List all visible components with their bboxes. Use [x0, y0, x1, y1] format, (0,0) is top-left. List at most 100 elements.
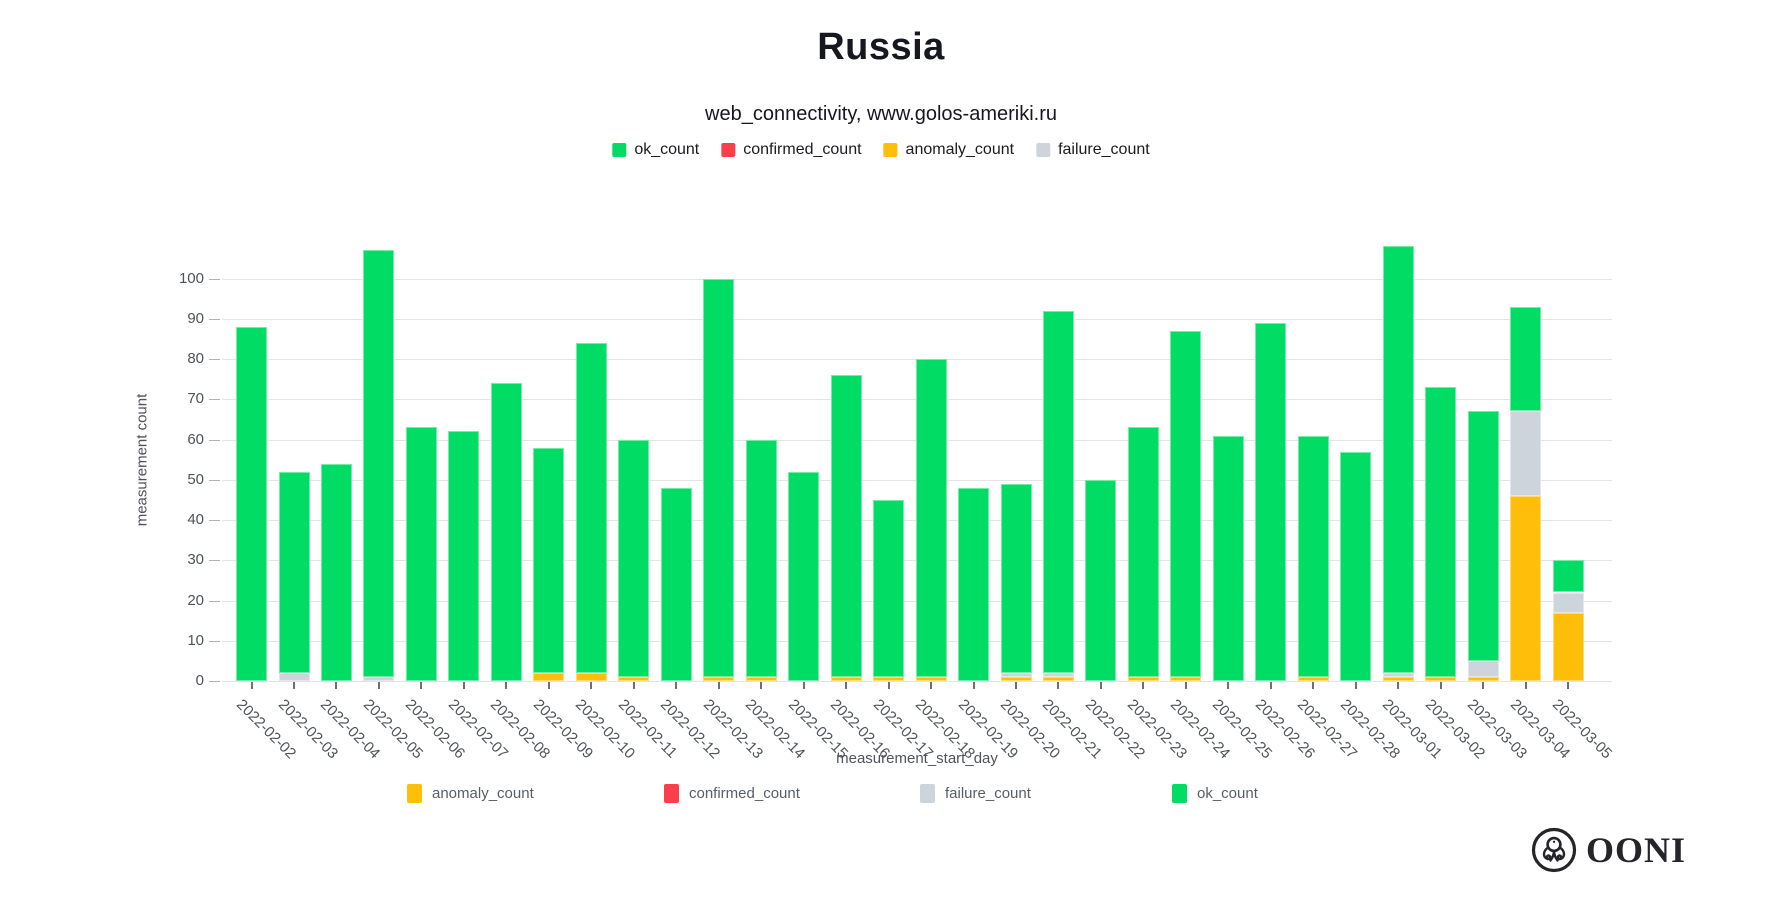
- y-tick-90: [209, 318, 220, 320]
- bar-segment-anomaly_count-2022-02-20[interactable]: [1000, 677, 1032, 681]
- bar-segment-ok_count-2022-02-27[interactable]: [1297, 435, 1329, 677]
- y-tick-label-60: 60: [187, 430, 204, 448]
- bar-segment-failure_count-2022-02-21[interactable]: [1042, 673, 1074, 677]
- top-legend-label: anomaly_count: [905, 141, 1015, 158]
- bar-segment-ok_count-2022-02-21[interactable]: [1042, 310, 1074, 673]
- x-tick-2022-03-02: [1439, 682, 1442, 689]
- bar-segment-anomaly_count-2022-02-09[interactable]: [533, 673, 565, 682]
- bar-segment-anomaly_count-2022-02-23[interactable]: [1127, 677, 1159, 681]
- x-tick-2022-03-04: [1524, 682, 1527, 689]
- bar-segment-anomaly_count-2022-03-02[interactable]: [1425, 677, 1457, 681]
- bar-segment-anomaly_count-2022-02-14[interactable]: [745, 677, 777, 681]
- x-tick-2022-02-20: [1015, 682, 1017, 689]
- y-tick-label-30: 30: [187, 551, 204, 569]
- bar-segment-failure_count-2022-03-04[interactable]: [1510, 411, 1542, 496]
- bar-segment-ok_count-2022-02-11[interactable]: [618, 439, 650, 677]
- bar-segment-ok_count-2022-02-28[interactable]: [1340, 451, 1372, 681]
- x-tick-2022-02-28: [1354, 682, 1357, 689]
- bar-segment-anomaly_count-2022-03-04[interactable]: [1510, 495, 1542, 682]
- x-tick-2022-02-18: [930, 682, 932, 689]
- x-tick-2022-02-22: [1099, 682, 1102, 689]
- bar-segment-ok_count-2022-02-20[interactable]: [1000, 483, 1032, 673]
- bar-segment-anomaly_count-2022-02-11[interactable]: [618, 677, 650, 681]
- bar-segment-ok_count-2022-03-02[interactable]: [1425, 387, 1457, 677]
- bar-segment-ok_count-2022-02-12[interactable]: [660, 487, 692, 681]
- ooni-octopus-icon: [1530, 826, 1578, 874]
- x-tick-2022-03-05: [1567, 682, 1570, 689]
- top-legend: ok_count confirmed_count anomaly_count fail…: [612, 141, 1150, 159]
- bar-segment-ok_count-2022-02-17[interactable]: [873, 499, 904, 677]
- x-tick-2022-02-26: [1269, 682, 1272, 689]
- x-tick-2022-02-11: [632, 682, 635, 689]
- failure_count-swatch-icon: [1036, 143, 1051, 157]
- bar-segment-ok_count-2022-02-08[interactable]: [490, 383, 522, 681]
- anomaly_count-swatch-icon: [883, 143, 898, 157]
- bar-segment-failure_count-2022-02-20[interactable]: [1000, 673, 1032, 677]
- x-tick-2022-02-16: [845, 682, 848, 689]
- x-tick-2022-02-03: [293, 682, 295, 689]
- bar-segment-anomaly_count-2022-02-21[interactable]: [1042, 677, 1074, 681]
- top-legend-item-failure_count: failure_count: [1036, 141, 1150, 159]
- x-tick-2022-02-23: [1142, 682, 1145, 689]
- ooni-logo: OONI: [1530, 826, 1686, 874]
- bar-segment-ok_count-2022-02-06[interactable]: [405, 427, 437, 681]
- x-tick-2022-02-12: [675, 682, 678, 689]
- bar-segment-anomaly_count-2022-02-10[interactable]: [575, 673, 607, 682]
- bar-segment-ok_count-2022-02-10[interactable]: [575, 342, 607, 673]
- y-tick-70: [209, 399, 220, 401]
- bar-segment-ok_count-2022-02-13[interactable]: [703, 278, 735, 677]
- bar-segment-anomaly_count-2022-02-17[interactable]: [873, 677, 904, 681]
- bar-segment-ok_count-2022-02-04[interactable]: [320, 463, 352, 681]
- bar-segment-anomaly_count-2022-02-18[interactable]: [915, 677, 947, 681]
- bar-segment-ok_count-2022-02-19[interactable]: [958, 487, 989, 681]
- x-tick-2022-02-08: [505, 682, 508, 689]
- x-tick-2022-02-27: [1312, 682, 1315, 689]
- bar-segment-ok_count-2022-02-24[interactable]: [1170, 330, 1202, 677]
- bar-segment-failure_count-2022-02-05[interactable]: [363, 677, 395, 681]
- y-tick-100: [209, 278, 220, 280]
- bar-segment-ok_count-2022-02-25[interactable]: [1212, 435, 1244, 681]
- bar-segment-anomaly_count-2022-02-24[interactable]: [1170, 677, 1202, 681]
- top-legend-item-confirmed_count: confirmed_count: [721, 141, 862, 159]
- bar-segment-anomaly_count-2022-02-13[interactable]: [703, 677, 735, 681]
- bar-segment-ok_count-2022-02-15[interactable]: [788, 471, 820, 681]
- x-tick-2022-02-13: [717, 682, 720, 689]
- x-tick-2022-03-03: [1482, 682, 1485, 689]
- bar-segment-anomaly_count-2022-03-05[interactable]: [1552, 612, 1584, 681]
- bar-segment-anomaly_count-2022-02-16[interactable]: [830, 677, 862, 681]
- bar-segment-ok_count-2022-02-22[interactable]: [1085, 479, 1117, 682]
- bar-segment-ok_count-2022-02-18[interactable]: [915, 359, 947, 677]
- x-tick-2022-02-04: [335, 682, 338, 689]
- bar-segment-anomaly_count-2022-03-03[interactable]: [1467, 677, 1499, 681]
- x-tick-2022-02-05: [377, 682, 380, 689]
- y-tick-label-50: 50: [187, 470, 204, 488]
- x-tick-2022-02-10: [590, 682, 593, 689]
- x-tick-2022-02-17: [887, 682, 890, 689]
- bar-segment-ok_count-2022-02-07[interactable]: [448, 431, 480, 681]
- x-tick-2022-02-02: [250, 682, 253, 689]
- bar-segment-ok_count-2022-02-05[interactable]: [363, 250, 395, 677]
- gridline-100: [222, 278, 1612, 280]
- bar-segment-ok_count-2022-02-26[interactable]: [1255, 322, 1287, 681]
- bar-segment-ok_count-2022-02-03[interactable]: [278, 471, 310, 673]
- bar-segment-failure_count-2022-03-05[interactable]: [1552, 592, 1584, 613]
- x-tick-2022-02-07: [462, 682, 465, 689]
- bar-segment-ok_count-2022-02-02[interactable]: [236, 326, 267, 681]
- bar-segment-failure_count-2022-02-03[interactable]: [278, 673, 310, 682]
- bar-segment-ok_count-2022-02-16[interactable]: [830, 375, 862, 677]
- bar-segment-anomaly_count-2022-03-01[interactable]: [1382, 677, 1414, 681]
- bar-segment-ok_count-2022-02-09[interactable]: [533, 447, 565, 673]
- bar-segment-ok_count-2022-03-01[interactable]: [1382, 246, 1414, 673]
- bar-segment-ok_count-2022-02-23[interactable]: [1127, 427, 1159, 677]
- bar-segment-ok_count-2022-03-03[interactable]: [1467, 411, 1499, 661]
- bar-segment-ok_count-2022-03-04[interactable]: [1510, 306, 1542, 412]
- bar-segment-failure_count-2022-03-01[interactable]: [1382, 673, 1414, 677]
- y-tick-label-90: 90: [187, 309, 204, 327]
- bar-segment-failure_count-2022-03-03[interactable]: [1467, 660, 1499, 677]
- bar-segment-anomaly_count-2022-02-27[interactable]: [1297, 677, 1329, 681]
- bar-segment-ok_count-2022-02-14[interactable]: [745, 439, 777, 677]
- y-tick-20: [209, 600, 220, 602]
- top-legend-item-anomaly_count: anomaly_count: [883, 141, 1015, 159]
- bar-segment-ok_count-2022-03-05[interactable]: [1552, 560, 1584, 593]
- x-tick-2022-03-01: [1397, 682, 1400, 689]
